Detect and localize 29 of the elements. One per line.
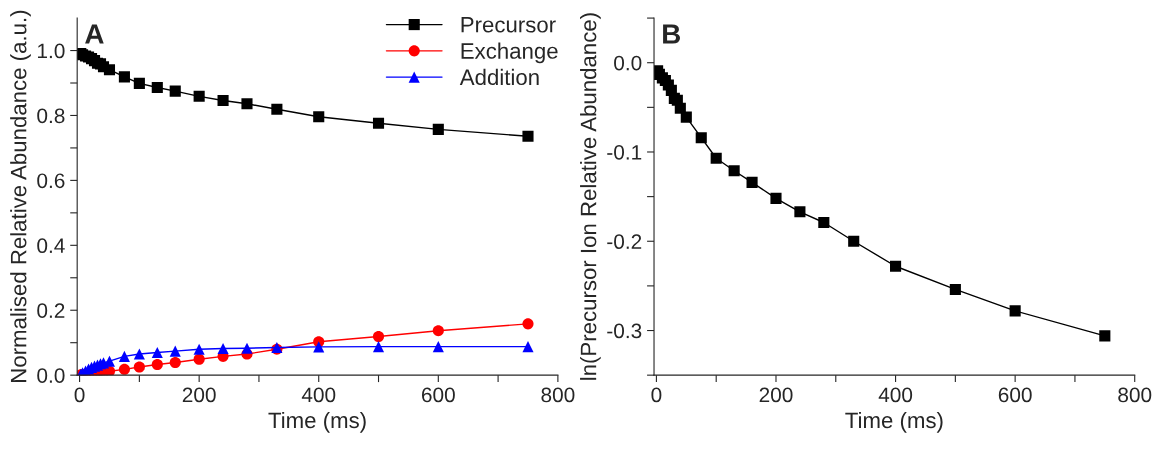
x-tick-label: 600	[998, 387, 1032, 403]
legend-label: Addition	[459, 68, 539, 86]
y-tick-label: 0.0	[614, 55, 642, 71]
x-tick-label: 0	[74, 387, 85, 403]
y-tick-label: -0.1	[607, 144, 642, 160]
y-axis-title: ln(Precursor Ion Relative Abundance)	[580, 13, 601, 380]
x-tick-label: 800	[541, 387, 575, 403]
y-tick-label: -0.3	[607, 323, 642, 339]
annotation: A	[85, 24, 104, 44]
legend-label: Precursor	[461, 17, 556, 33]
x-tick-label: 400	[301, 387, 336, 403]
y-tick-label: 1.0	[38, 43, 65, 59]
x-axis-title: Time (ms)	[845, 411, 943, 433]
x-tick-label: 600	[421, 387, 455, 403]
annotation: B	[663, 24, 681, 44]
y-tick-label: -0.2	[607, 234, 642, 250]
x-tick-label: 200	[182, 387, 216, 403]
y-tick-label: 0.2	[37, 303, 65, 318]
x-axis-title: Time (ms)	[268, 411, 366, 433]
y-tick-label: 0.0	[37, 368, 65, 383]
x-tick-label: 0	[651, 387, 662, 403]
x-tick-label: 400	[878, 387, 913, 403]
x-tick-label: 200	[759, 387, 793, 403]
y-tick-label: 0.6	[37, 173, 65, 189]
legend-label: Exchange	[461, 42, 558, 64]
y-axis-title: Normalised Relative Abundance (a.u.)	[10, 10, 31, 382]
y-tick-label: 0.4	[37, 238, 65, 254]
x-tick-label: 800	[1118, 387, 1152, 403]
y-tick-label: 0.8	[37, 108, 65, 124]
